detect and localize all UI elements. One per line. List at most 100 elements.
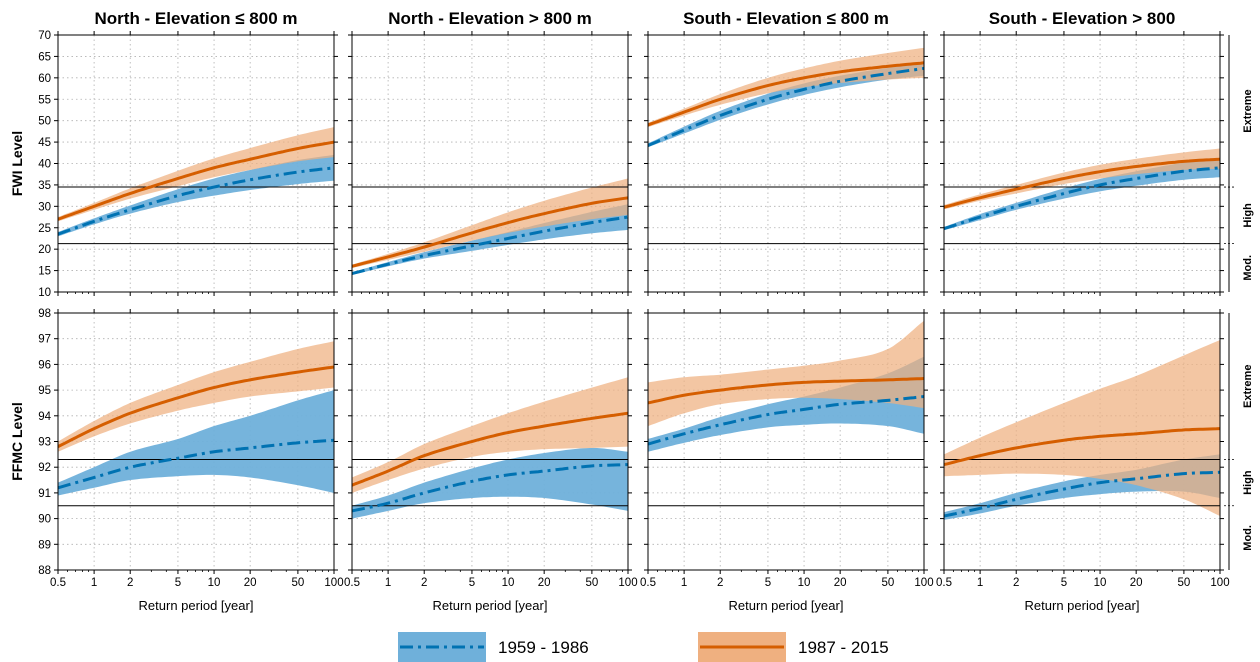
- legend: 1959 - 1986 1987 - 2015: [398, 632, 889, 662]
- y-tick-label: 55: [38, 94, 51, 106]
- confidence-band: [648, 320, 924, 427]
- y-tick-label: 45: [38, 137, 51, 149]
- y-tick-label: 50: [38, 116, 51, 128]
- y-axis-label: FWI Level: [9, 131, 25, 196]
- y-axis-label: FFMC Level: [9, 402, 25, 481]
- x-tick-label: 20: [834, 577, 847, 589]
- class-label: Mod.: [1242, 255, 1254, 281]
- x-tick-label: 1: [385, 577, 391, 589]
- column-title: South - Elevation > 800: [989, 9, 1176, 28]
- y-tick-label: 70: [38, 30, 51, 42]
- x-tick-label: 0.5: [640, 577, 656, 589]
- y-tick-label: 25: [38, 223, 51, 235]
- plot-area: [944, 313, 1220, 570]
- x-tick-label: 2: [1013, 577, 1019, 589]
- legend-item: 1959 - 1986: [398, 632, 589, 662]
- class-label: Extreme: [1242, 89, 1254, 132]
- x-tick-label: 2: [717, 577, 723, 589]
- x-axis-label: Return period [year]: [729, 598, 844, 613]
- panel-0-1: [348, 31, 632, 296]
- panel-0-2: [644, 31, 928, 296]
- x-tick-label: 5: [175, 577, 181, 589]
- y-tick-label: 35: [38, 180, 51, 192]
- y-tick-label: 20: [38, 244, 51, 256]
- column-title: North - Elevation > 800 m: [388, 9, 592, 28]
- x-tick-label: 100: [324, 577, 343, 589]
- x-tick-label: 50: [585, 577, 598, 589]
- x-tick-label: 10: [502, 577, 515, 589]
- plot-area: [944, 35, 1220, 292]
- x-axis-label: Return period [year]: [433, 598, 548, 613]
- legend-item: 1987 - 2015: [698, 632, 889, 662]
- series-line: [944, 427, 1220, 467]
- series-line: [352, 463, 628, 513]
- column-title: South - Elevation ≤ 800 m: [683, 9, 889, 28]
- y-tick-label: 15: [38, 266, 51, 278]
- series-line: [648, 61, 924, 127]
- y-tick-label: 93: [38, 437, 51, 449]
- x-tick-label: 0.5: [50, 577, 66, 589]
- y-tick-label: 40: [38, 159, 51, 171]
- plot-area: [352, 313, 628, 570]
- x-tick-label: 10: [798, 577, 811, 589]
- legend-label: 1987 - 2015: [798, 638, 889, 657]
- panel-1-2: 0.5 1 2 5 10 20 50 100: [640, 309, 934, 589]
- panel-1-1: 0.5 1 2 5 10 20 50 100: [344, 309, 638, 589]
- y-tick-label: 89: [38, 539, 51, 551]
- panel-1-0: 0.5 1 2 5 10 20 50 100 88 89 90 91 92 93 94 95 96 97 98: [38, 308, 343, 589]
- series-line: [58, 140, 334, 221]
- plot-area: [58, 313, 334, 570]
- x-tick-label: 50: [291, 577, 304, 589]
- plot-area: [58, 35, 334, 292]
- confidence-band: [648, 356, 924, 452]
- series-line: [352, 411, 628, 487]
- confidence-band: [58, 341, 334, 452]
- x-tick-label: 2: [421, 577, 427, 589]
- x-tick-label: 5: [469, 577, 475, 589]
- x-tick-label: 5: [765, 577, 771, 589]
- x-tick-label: 100: [618, 577, 637, 589]
- series-line: [944, 166, 1220, 231]
- series-line: [944, 157, 1220, 209]
- confidence-band: [944, 340, 1220, 516]
- confidence-band: [648, 47, 924, 128]
- y-tick-label: 97: [38, 334, 51, 346]
- y-tick-label: 10: [38, 287, 51, 299]
- series-line: [648, 395, 924, 446]
- plot-area: [352, 35, 628, 292]
- class-label: Extreme: [1242, 365, 1254, 408]
- series-line: [58, 438, 334, 490]
- y-tick-label: 60: [38, 73, 51, 85]
- x-axis-label: Return period [year]: [1025, 598, 1140, 613]
- y-tick-label: 90: [38, 514, 51, 526]
- class-label: High: [1242, 470, 1254, 495]
- x-tick-label: 20: [1130, 577, 1143, 589]
- x-tick-label: 0.5: [344, 577, 360, 589]
- x-tick-label: 50: [1177, 577, 1190, 589]
- series-line: [58, 365, 334, 448]
- x-tick-label: 100: [1210, 577, 1229, 589]
- series-line: [352, 215, 628, 276]
- series-line: [352, 196, 628, 268]
- confidence-band: [352, 377, 628, 493]
- x-tick-label: 50: [881, 577, 894, 589]
- x-tick-label: 20: [538, 577, 551, 589]
- y-tick-label: 98: [38, 308, 51, 320]
- y-tick-label: 91: [38, 488, 51, 500]
- plot-area: [648, 313, 924, 570]
- x-tick-label: 20: [244, 577, 257, 589]
- y-tick-label: 92: [38, 462, 51, 474]
- x-tick-label: 5: [1061, 577, 1067, 589]
- legend-label: 1959 - 1986: [498, 638, 589, 657]
- x-tick-label: 1: [977, 577, 983, 589]
- series-line: [648, 66, 924, 147]
- x-tick-label: 1: [681, 577, 687, 589]
- series-line: [944, 470, 1220, 518]
- y-tick-label: 94: [38, 411, 51, 423]
- x-tick-label: 10: [1094, 577, 1107, 589]
- x-tick-label: 0.5: [936, 577, 952, 589]
- x-tick-label: 10: [208, 577, 221, 589]
- confidence-band: [352, 178, 628, 268]
- y-tick-label: 88: [38, 565, 51, 577]
